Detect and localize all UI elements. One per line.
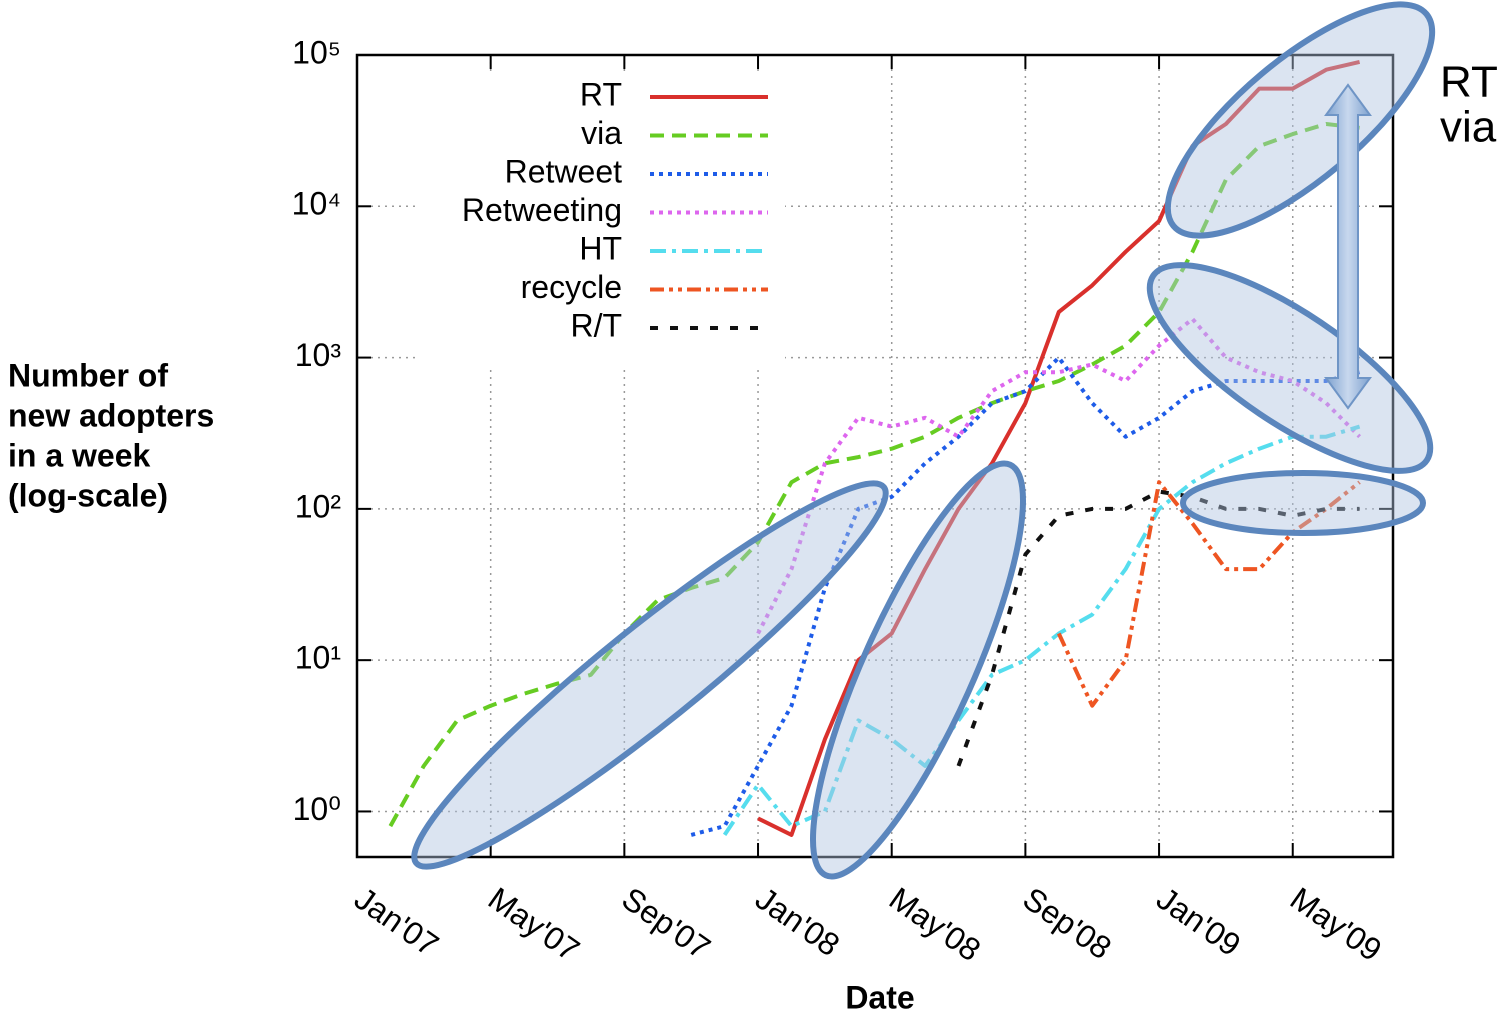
x-tick-label: Sep'08 [1017, 880, 1118, 966]
annotation-shapes [411, 1, 1436, 880]
y-tick-label: 10⁴ [292, 186, 341, 222]
legend-label: RT [580, 76, 622, 112]
y-tick-label: 10⁰ [293, 791, 341, 827]
y-tick-label: 10³ [295, 337, 342, 373]
legend-label: R/T [570, 307, 622, 343]
x-tick-label: May'07 [482, 880, 586, 968]
y-axis-label-line: new adopters [8, 397, 214, 433]
annotation: RT [1440, 58, 1498, 107]
series-line [757, 59, 1361, 837]
series-line [722, 424, 1361, 837]
y-tick-label: 10⁵ [292, 34, 341, 70]
double-arrow [1324, 83, 1372, 410]
plot-area [356, 54, 1393, 857]
series-line [956, 489, 1360, 767]
x-tick-label: Jan'09 [1150, 880, 1247, 963]
y-axis-label-line: (log-scale) [8, 477, 168, 513]
y-axis-label-line: in a week [8, 437, 151, 473]
legend-label: recycle [521, 269, 622, 305]
series-line [388, 122, 1360, 828]
y-axis-label: Number of new adopters in a week (log-scale… [8, 357, 214, 513]
highlight-ellipse [1180, 470, 1426, 536]
highlight-ellipse [810, 460, 1026, 880]
legend-label: Retweet [505, 153, 623, 189]
legend-label: HT [579, 230, 622, 266]
annotation: via [1440, 103, 1497, 152]
highlight-ellipse [411, 480, 889, 870]
x-axis-label: Date [845, 979, 914, 1015]
y-axis-label-line: Number of [8, 357, 168, 393]
x-tick-label: May'09 [1284, 880, 1388, 968]
highlight-ellipse [1164, 1, 1436, 239]
x-tick-label: May'08 [883, 880, 987, 968]
plot-frame [355, 53, 1395, 859]
series-line [690, 355, 1361, 837]
legend-box [415, 75, 785, 365]
x-tick-label: Sep'07 [615, 880, 716, 966]
x-tick-label: Jan'07 [348, 880, 445, 963]
legend-label: via [581, 115, 622, 151]
legend-label: Retweeting [462, 192, 622, 228]
x-tick-label: Jan'08 [749, 880, 846, 963]
y-tick-label: 10¹ [295, 640, 341, 676]
y-tick-label: 10² [295, 488, 342, 524]
series-line [1056, 480, 1361, 708]
highlight-ellipse [1146, 262, 1434, 474]
